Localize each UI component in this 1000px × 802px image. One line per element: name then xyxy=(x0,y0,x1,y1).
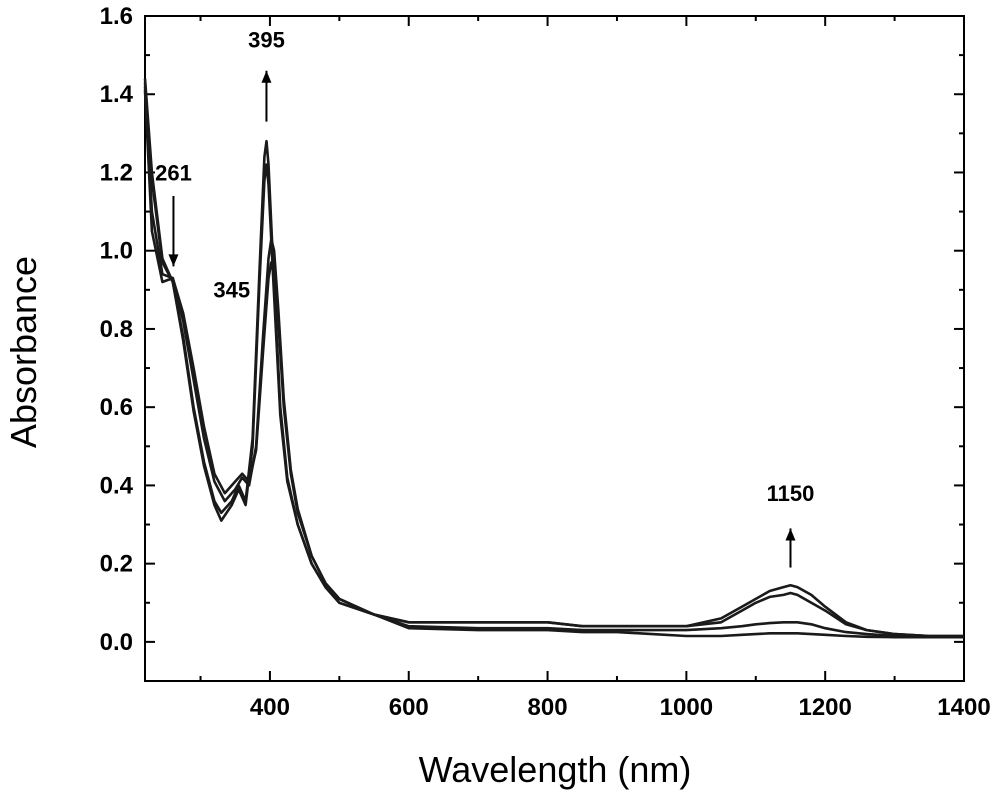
spectrum-line-1 xyxy=(143,78,964,638)
y-tick-label: 0.4 xyxy=(100,472,134,499)
y-tick-label: 0.2 xyxy=(100,551,133,578)
x-tick-label: 1000 xyxy=(660,694,713,721)
x-axis-title: Wavelength (nm) xyxy=(419,749,692,790)
peak-arrow-head xyxy=(785,528,796,541)
y-tick-label: 1.2 xyxy=(100,159,133,186)
y-axis-title: Absorbance xyxy=(3,256,44,448)
x-tick-label: 400 xyxy=(250,694,290,721)
series-lines xyxy=(143,78,964,639)
y-tick-label: 1.6 xyxy=(100,3,133,30)
y-tick-label: 1.0 xyxy=(100,238,133,265)
spectrum-line-4 xyxy=(143,90,964,639)
y-tick-label: 0.8 xyxy=(100,316,133,343)
y-tick-label: 1.4 xyxy=(100,81,134,108)
spectrum-line-2 xyxy=(143,82,964,638)
peak-label: 395 xyxy=(248,27,285,52)
y-tick-label: 0.6 xyxy=(100,394,133,421)
plot-frame xyxy=(144,15,965,682)
axis-ticks xyxy=(145,15,965,681)
peak-label: 1150 xyxy=(767,481,815,506)
peak-arrow-head xyxy=(261,70,272,83)
peak-arrow-head xyxy=(168,254,179,267)
x-tick-label: 600 xyxy=(389,694,429,721)
peak-label: 345 xyxy=(213,278,250,303)
x-tick-label: 800 xyxy=(528,694,568,721)
annotations: 395 261 345 1150 xyxy=(155,27,815,568)
y-tick-label: 0.0 xyxy=(100,629,133,656)
x-tick-label: 1400 xyxy=(937,694,990,721)
y-tick-labels: 0.0 0.2 0.4 0.6 0.8 1.0 1.2 1.4 1.6 xyxy=(100,3,134,656)
x-tick-label: 1200 xyxy=(798,694,851,721)
x-tick-labels: 400 600 800 1000 1200 1400 xyxy=(250,694,991,721)
peak-label: 261 xyxy=(155,160,192,185)
